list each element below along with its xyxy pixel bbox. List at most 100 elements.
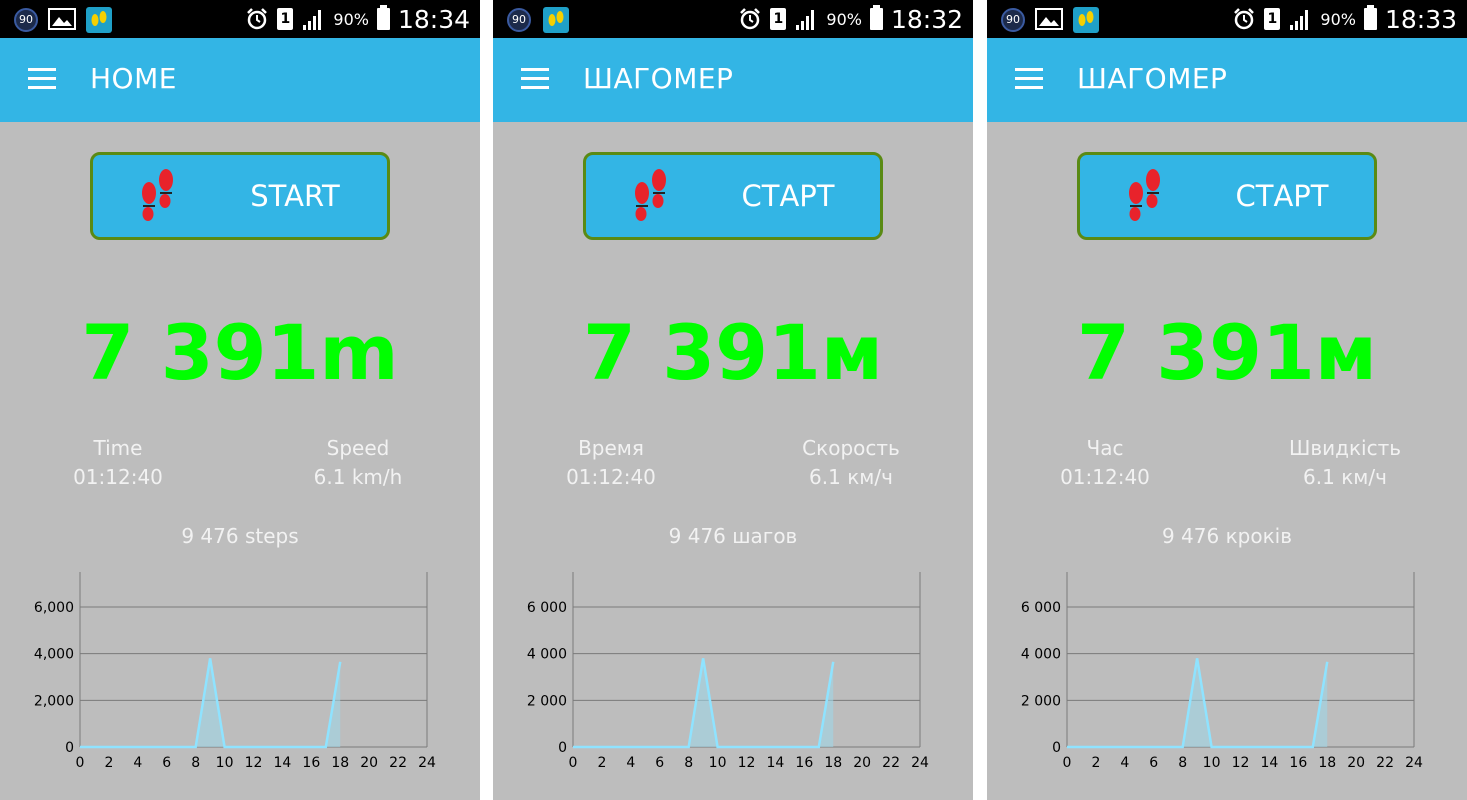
x-tick-label: 6 <box>162 755 171 771</box>
y-tick-label: 2 000 <box>1021 693 1061 709</box>
page-title: ШАГОМЕР <box>583 62 734 95</box>
x-tick-label: 14 <box>1261 755 1279 771</box>
alarm-icon <box>247 8 268 30</box>
x-tick-label: 8 <box>1178 755 1187 771</box>
x-tick-label: 22 <box>1376 755 1394 771</box>
start-button[interactable]: СТАРТ <box>583 152 883 240</box>
status-bar: 90 1 90% 18:34 <box>0 0 480 38</box>
x-tick-label: 10 <box>709 755 727 771</box>
sim-icon: 1 <box>277 8 294 30</box>
x-tick-label: 20 <box>1347 755 1365 771</box>
sim-icon: 1 <box>1264 8 1281 30</box>
alarm-icon <box>1234 8 1255 30</box>
distance-value: 7 391m <box>81 308 399 397</box>
app-feet-icon <box>543 7 569 33</box>
alarm-icon <box>740 8 761 30</box>
gallery-icon <box>1035 8 1063 30</box>
start-button-label: СТАРТ <box>1235 179 1329 213</box>
x-tick-label: 4 <box>626 755 635 771</box>
signal-icon <box>796 10 815 30</box>
distance-value: 7 391м <box>1076 308 1378 397</box>
x-tick-label: 24 <box>418 755 436 771</box>
status-bar: 90 1 90% 18:33 <box>987 0 1467 38</box>
battery-percent: 90% <box>333 9 369 29</box>
time-value: 01:12:40 <box>73 465 163 489</box>
time-label: Time <box>93 436 143 460</box>
x-tick-label: 16 <box>1289 755 1307 771</box>
steps-count: 9 476 steps <box>181 524 299 548</box>
x-tick-label: 14 <box>274 755 292 771</box>
hamburger-menu-icon[interactable] <box>28 68 56 90</box>
signal-icon <box>1290 10 1309 30</box>
x-tick-label: 18 <box>1318 755 1336 771</box>
battery-icon <box>1363 5 1377 30</box>
footprints-icon <box>142 169 173 221</box>
x-tick-label: 0 <box>1063 755 1072 771</box>
y-tick-label: 6 000 <box>527 600 567 616</box>
x-tick-label: 16 <box>302 755 320 771</box>
series-area <box>1067 658 1328 747</box>
battery-icon <box>376 5 390 30</box>
x-tick-label: 12 <box>245 755 263 771</box>
x-tick-label: 2 <box>597 755 606 771</box>
app-bar: ШАГОМЕР <box>493 38 973 122</box>
app-feet-icon <box>86 7 112 33</box>
start-button-label: СТАРТ <box>741 179 835 213</box>
footprints-icon <box>1129 169 1160 221</box>
time-value: 01:12:40 <box>1060 465 1150 489</box>
x-tick-label: 18 <box>824 755 842 771</box>
x-tick-label: 0 <box>76 755 85 771</box>
start-button[interactable]: СТАРТ <box>1077 152 1377 240</box>
phone-screen-russian: 90 1 90% 18:32 Ш <box>493 0 973 800</box>
battery-percent: 90% <box>1320 9 1356 29</box>
phone-screen-ukrainian: 90 1 90% 18:33 <box>987 0 1467 800</box>
app-feet-icon <box>1073 7 1099 33</box>
start-button[interactable]: START <box>90 152 390 240</box>
distance-value: 7 391м <box>582 308 884 397</box>
speed-label: Скорость <box>802 436 900 460</box>
x-tick-label: 22 <box>882 755 900 771</box>
battery-icon <box>869 5 883 30</box>
x-tick-label: 10 <box>1203 755 1221 771</box>
x-tick-label: 4 <box>1120 755 1129 771</box>
y-tick-label: 6,000 <box>34 600 74 616</box>
y-tick-label: 0 <box>558 740 567 756</box>
footprints-icon <box>635 169 666 221</box>
y-tick-label: 4 000 <box>527 647 567 663</box>
status-time: 18:32 <box>890 4 963 34</box>
gallery-icon <box>48 8 76 30</box>
badge-90-icon: 90 <box>507 8 531 32</box>
x-tick-label: 24 <box>911 755 929 771</box>
series-line <box>1067 658 1329 749</box>
speed-value: 6.1 км/ч <box>809 465 893 489</box>
badge-90-icon: 90 <box>1001 8 1025 32</box>
hamburger-menu-icon[interactable] <box>1015 68 1043 90</box>
hamburger-menu-icon[interactable] <box>521 68 549 90</box>
start-button-label: START <box>250 179 340 213</box>
x-tick-label: 10 <box>216 755 234 771</box>
y-tick-label: 0 <box>65 740 74 756</box>
x-tick-label: 6 <box>1149 755 1158 771</box>
series-area <box>80 658 341 747</box>
x-tick-label: 16 <box>795 755 813 771</box>
badge-90-icon: 90 <box>14 8 38 32</box>
y-tick-label: 2 000 <box>527 693 567 709</box>
x-tick-label: 12 <box>1232 755 1250 771</box>
app-bar: ШАГОМЕР <box>987 38 1467 122</box>
series-line <box>80 658 342 749</box>
y-tick-label: 4,000 <box>34 647 74 663</box>
x-tick-label: 8 <box>191 755 200 771</box>
y-tick-label: 0 <box>1052 740 1061 756</box>
x-tick-label: 22 <box>389 755 407 771</box>
steps-count: 9 476 шагов <box>668 524 798 548</box>
x-tick-label: 8 <box>684 755 693 771</box>
y-tick-label: 2,000 <box>34 693 74 709</box>
x-tick-label: 12 <box>738 755 756 771</box>
battery-percent: 90% <box>826 9 862 29</box>
status-time: 18:34 <box>397 4 470 34</box>
x-tick-label: 14 <box>767 755 785 771</box>
time-label: Час <box>1086 436 1124 460</box>
time-value: 01:12:40 <box>566 465 656 489</box>
